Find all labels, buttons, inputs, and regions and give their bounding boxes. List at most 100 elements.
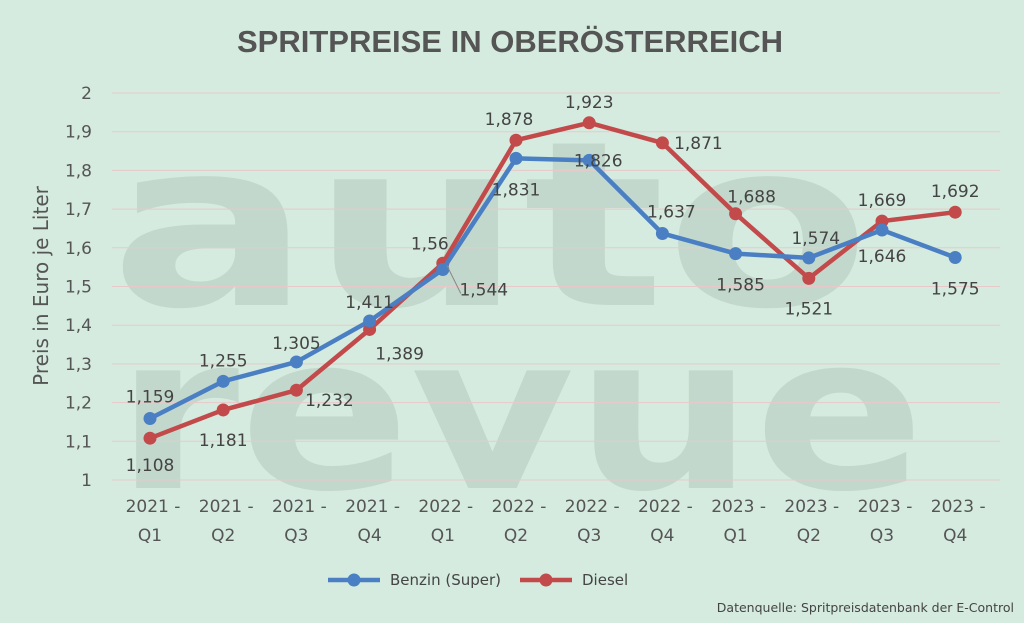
y-axis-label: Preis in Euro je Liter xyxy=(29,185,53,385)
data-label: 1,232 xyxy=(305,391,354,411)
y-tick-label: 1,5 xyxy=(65,278,92,298)
y-tick-label: 1,3 xyxy=(65,355,92,375)
y-tick-label: 1,6 xyxy=(65,239,92,259)
data-point xyxy=(948,205,962,219)
x-tick-label: Q4 xyxy=(650,526,674,546)
data-point xyxy=(436,262,450,276)
data-label: 1,255 xyxy=(199,351,248,371)
data-label: 1,521 xyxy=(784,299,833,319)
x-tick-label: Q2 xyxy=(211,526,235,546)
data-label: 1,585 xyxy=(716,276,765,296)
x-tick-label: Q2 xyxy=(504,526,528,546)
x-tick-label: 2021 - xyxy=(345,497,400,517)
y-tick-label: 1,4 xyxy=(65,316,92,336)
x-tick-label: Q2 xyxy=(797,526,821,546)
data-label: 1,692 xyxy=(931,182,980,202)
data-label: 1,923 xyxy=(565,93,614,113)
data-label: 1,56 xyxy=(411,234,449,254)
data-label: 1,878 xyxy=(485,110,534,130)
x-tick-label: Q1 xyxy=(723,526,747,546)
y-tick-label: 1,8 xyxy=(65,161,92,181)
data-point xyxy=(875,214,889,228)
data-point xyxy=(802,271,816,285)
x-tick-label: 2023 - xyxy=(931,497,986,517)
data-label: 1,181 xyxy=(199,431,248,451)
data-label: 1,411 xyxy=(345,293,394,313)
legend-marker xyxy=(539,573,553,587)
data-label: 1,544 xyxy=(459,280,508,300)
x-tick-label: 2023 - xyxy=(858,497,913,517)
data-point xyxy=(509,133,523,147)
x-tick-label: 2021 - xyxy=(199,497,254,517)
data-point xyxy=(289,355,303,369)
data-point xyxy=(143,431,157,445)
data-labels: 1,159 1,255 1,305 1,411 1,544 1,831 1,826 1,637… xyxy=(126,93,980,476)
legend: Benzin (Super) Diesel xyxy=(328,571,628,589)
data-label: 1,108 xyxy=(126,456,175,476)
legend-marker xyxy=(347,573,361,587)
x-axis-ticks: 2021 - Q1 2021 - Q2 2021 - Q3 2021 - Q4 2022 - Q1… xyxy=(126,497,986,546)
series-line xyxy=(147,120,958,441)
data-point xyxy=(363,314,377,328)
x-tick-label: Q4 xyxy=(943,526,967,546)
data-point xyxy=(875,223,889,237)
data-label: 1,159 xyxy=(126,387,175,407)
watermark-line-2: revue xyxy=(115,288,925,539)
data-point xyxy=(289,383,303,397)
data-point xyxy=(216,374,230,388)
data-label: 1,575 xyxy=(931,279,980,299)
y-tick-label: 1,9 xyxy=(65,123,92,143)
data-point xyxy=(216,403,230,417)
source-note: Datenquelle: Spritpreisdatenbank der E-C… xyxy=(717,600,1014,615)
x-tick-label: 2022 - xyxy=(565,497,620,517)
y-tick-label: 1,7 xyxy=(65,200,92,220)
data-point xyxy=(143,411,157,425)
x-tick-label: Q3 xyxy=(870,526,894,546)
y-axis-ticks: 1 1,1 1,2 1,3 1,4 1,5 1,6 1,7 1,8 1,9 2 xyxy=(65,84,92,491)
data-point xyxy=(582,153,596,167)
x-tick-label: 2022 - xyxy=(638,497,693,517)
x-tick-label: Q3 xyxy=(284,526,308,546)
watermark: auto revue xyxy=(110,93,925,539)
data-label: 1,646 xyxy=(858,247,907,267)
data-label: 1,688 xyxy=(727,188,776,208)
series-line xyxy=(147,156,958,421)
data-point xyxy=(655,136,669,150)
data-point xyxy=(655,226,669,240)
x-tick-label: Q3 xyxy=(577,526,601,546)
data-point xyxy=(582,116,596,130)
data-point xyxy=(509,151,523,165)
x-tick-label: 2022 - xyxy=(418,497,473,517)
chart-title: SPRITPREISE IN OBERÖSTERREICH xyxy=(237,24,783,59)
data-point xyxy=(948,250,962,264)
y-tick-label: 1,1 xyxy=(65,432,92,452)
x-tick-label: 2022 - xyxy=(492,497,547,517)
watermark-line-1: auto xyxy=(110,93,870,360)
x-tick-label: 2021 - xyxy=(126,497,181,517)
data-label: 1,637 xyxy=(647,202,696,222)
data-label: 1,826 xyxy=(574,151,623,171)
x-tick-label: Q1 xyxy=(431,526,455,546)
data-label: 1,389 xyxy=(375,344,424,364)
data-label: 1,871 xyxy=(674,134,723,154)
data-label: 1,831 xyxy=(492,180,541,200)
x-tick-label: Q4 xyxy=(357,526,381,546)
data-point xyxy=(729,247,743,261)
y-tick-label: 2 xyxy=(81,84,92,104)
data-point xyxy=(729,207,743,221)
data-label: 1,305 xyxy=(272,334,321,354)
x-tick-label: Q1 xyxy=(138,526,162,546)
x-tick-label: 2023 - xyxy=(711,497,766,517)
legend-label: Diesel xyxy=(582,571,628,589)
x-tick-label: 2023 - xyxy=(784,497,839,517)
y-tick-label: 1 xyxy=(81,471,92,491)
data-point xyxy=(802,251,816,265)
x-tick-label: 2021 - xyxy=(272,497,327,517)
data-label: 1,574 xyxy=(791,229,840,249)
data-label: 1,669 xyxy=(858,191,907,211)
label-leader-line xyxy=(446,265,462,294)
legend-label: Benzin (Super) xyxy=(390,571,501,589)
y-tick-label: 1,2 xyxy=(65,394,92,414)
